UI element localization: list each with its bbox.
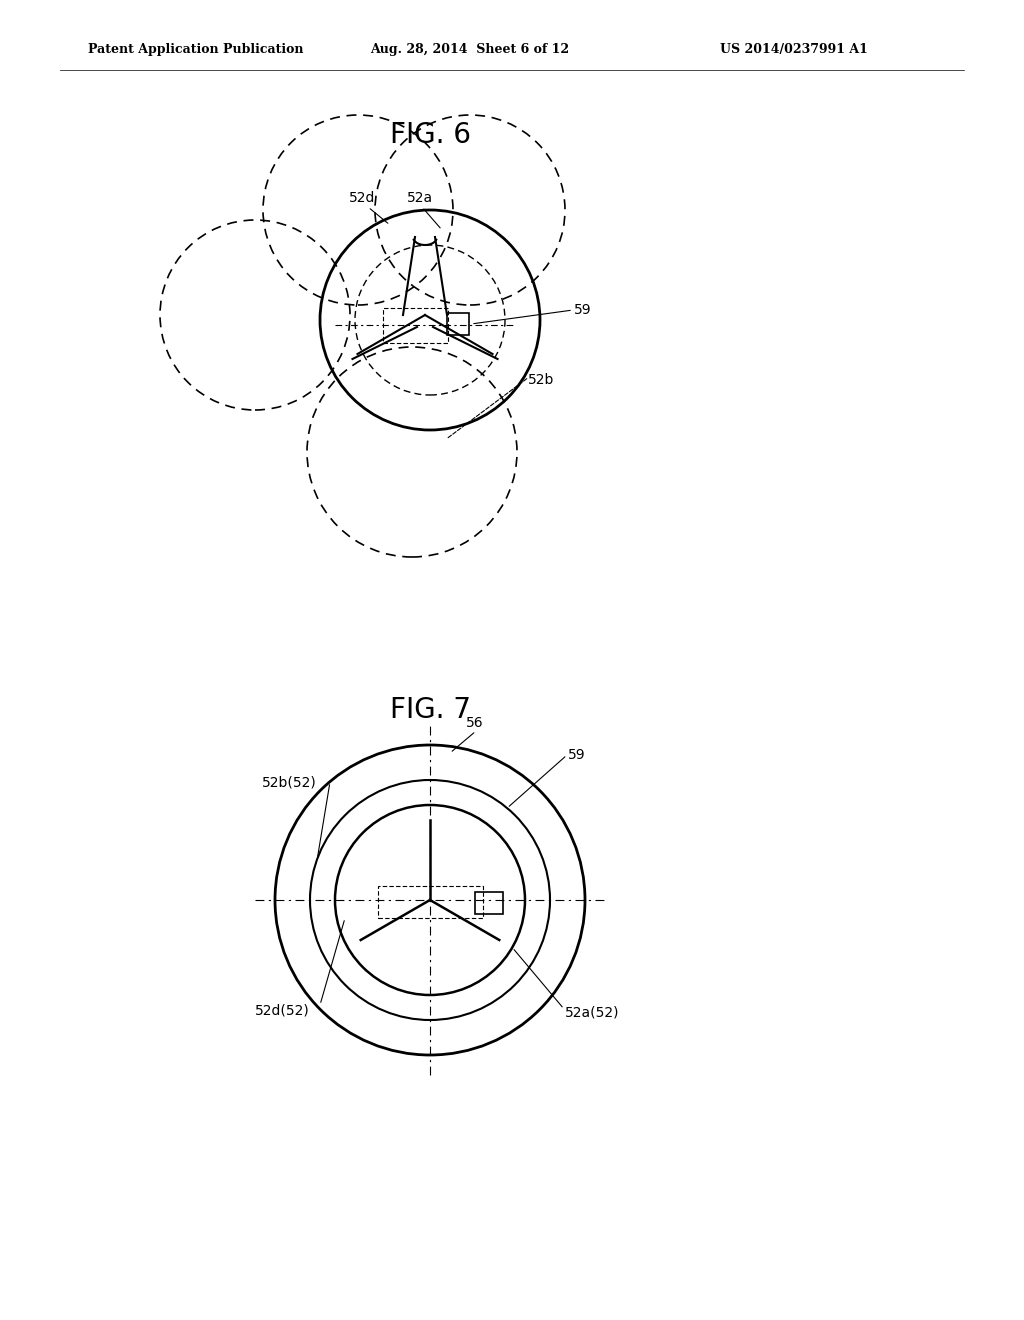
Text: 52d(52): 52d(52) (255, 1003, 309, 1016)
Text: 59: 59 (574, 304, 592, 317)
Text: Patent Application Publication: Patent Application Publication (88, 44, 303, 57)
Text: 52b: 52b (528, 374, 554, 387)
Bar (447, 313, 469, 335)
Text: FIG. 7: FIG. 7 (389, 696, 470, 723)
Bar (378, 886, 483, 917)
Text: US 2014/0237991 A1: US 2014/0237991 A1 (720, 44, 868, 57)
Bar (383, 308, 449, 343)
Text: 52a(52): 52a(52) (565, 1005, 620, 1019)
Text: 52b(52): 52b(52) (262, 775, 316, 789)
Text: 52a: 52a (407, 191, 433, 205)
Bar (475, 892, 503, 913)
Text: 52d: 52d (349, 191, 375, 205)
Text: FIG. 6: FIG. 6 (389, 121, 470, 149)
Text: Aug. 28, 2014  Sheet 6 of 12: Aug. 28, 2014 Sheet 6 of 12 (370, 44, 569, 57)
Text: 59: 59 (568, 748, 586, 762)
Text: 56: 56 (466, 715, 483, 730)
